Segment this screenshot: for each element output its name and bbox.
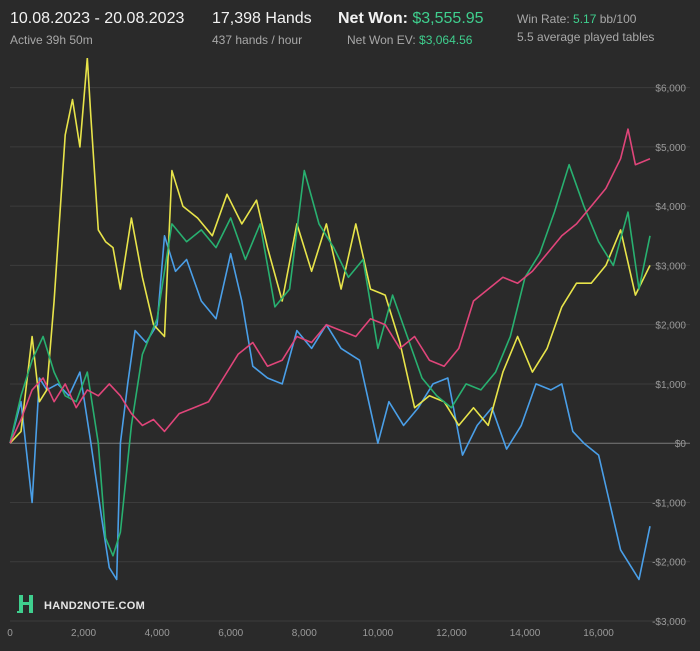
y-tick-label-4: $1,000: [655, 380, 686, 391]
x-tick-label-3: 6,000: [218, 628, 243, 639]
series-line-1: [9, 58, 651, 444]
date-range: 10.08.2023 - 20.08.2023: [10, 10, 185, 27]
net-won-ev-label: Net Won EV:: [347, 33, 416, 47]
net-won: Net Won: $3,555.95: [338, 10, 484, 28]
net-won-value: $3,555.95: [412, 10, 484, 27]
x-tick-label-4: 8,000: [292, 628, 317, 639]
net-won-ev: Net Won EV: $3,064.56: [347, 33, 472, 47]
hands-count: 17,398 Hands: [212, 10, 312, 27]
profit-graph: -$3,000 -$2,000 -$1,000 $0 $1,000 $2,000 $3,00…: [7, 58, 690, 639]
summary-header: 10.08.2023 - 20.08.2023 Active 39h 50m 1…: [0, 0, 700, 58]
y-tick-label-9: $6,000: [655, 84, 686, 95]
y-tick-label-6: $3,000: [655, 261, 686, 272]
x-tick-label-0: 0: [7, 628, 13, 639]
win-rate-label: Win Rate:: [517, 12, 570, 26]
x-tick-label-2: 4,000: [145, 628, 170, 639]
active-time: Active 39h 50m: [10, 33, 93, 47]
x-tick-label-8: 16,000: [583, 628, 614, 639]
y-axis: -$3,000 -$2,000 -$1,000 $0 $1,000 $2,000 $3,00…: [652, 84, 686, 628]
hands-per-hour: 437 hands / hour: [212, 33, 303, 47]
hand2note-logo: HAND2NOTE.COM: [17, 595, 145, 613]
win-rate-value: 5.17: [573, 12, 597, 26]
win-rate-unit: bb/100: [599, 12, 637, 26]
y-tick-label-0: -$3,000: [652, 617, 686, 628]
x-tick-label-6: 12,000: [436, 628, 467, 639]
x-tick-label-5: 10,000: [363, 628, 394, 639]
y-tick-label-7: $4,000: [655, 202, 686, 213]
series-line-0: [9, 235, 651, 581]
logo-text: HAND2NOTE.COM: [44, 600, 145, 612]
series-layer: [9, 58, 651, 581]
h2n-logo-icon: [17, 595, 33, 613]
y-tick-label-1: -$2,000: [652, 558, 686, 569]
y-tick-label-2: -$1,000: [652, 498, 686, 509]
series-line-3: [9, 128, 651, 444]
x-tick-label-7: 14,000: [510, 628, 541, 639]
y-tick-label-8: $5,000: [655, 143, 686, 154]
y-tick-label-3: $0: [675, 439, 687, 450]
x-tick-label-1: 2,000: [71, 628, 96, 639]
net-won-ev-value: $3,064.56: [419, 33, 473, 47]
series-line-2: [9, 163, 651, 557]
y-tick-label-5: $2,000: [655, 321, 686, 332]
net-won-label: Net Won:: [338, 10, 408, 27]
average-tables: 5.5 average played tables: [517, 30, 655, 44]
win-rate: Win Rate: 5.17 bb/100: [517, 12, 636, 26]
x-axis: 0 2,000 4,000 6,000 8,000 10,000 12,000 14,000 1…: [7, 628, 614, 639]
